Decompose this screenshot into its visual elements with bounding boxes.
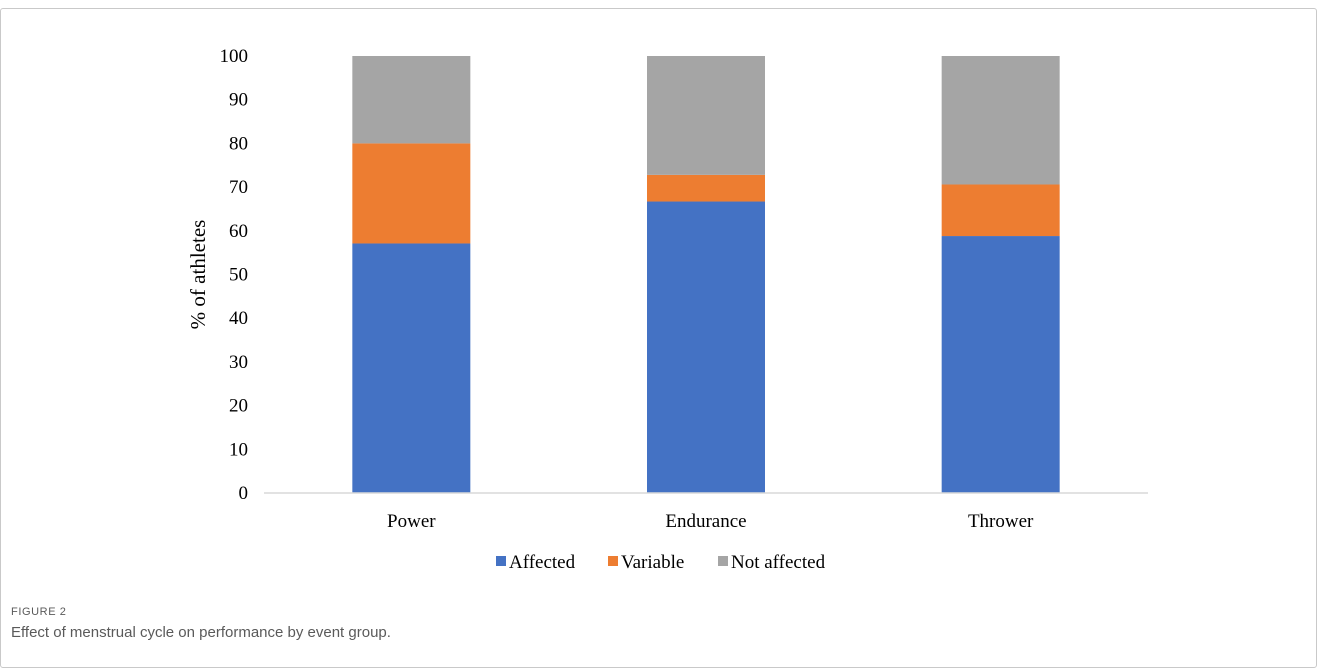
x-axis-category-labels: Power Endurance Thrower (387, 511, 1034, 532)
bar-segment-affected (647, 201, 765, 493)
bar-segment-affected (941, 236, 1060, 493)
chart-bars (352, 56, 1060, 493)
legend-label: Affected (509, 552, 576, 573)
figure-frame (0, 8, 1317, 668)
y-tick-label: 100 (220, 46, 249, 67)
bar-segment-variable (647, 174, 765, 202)
legend-swatch (718, 556, 728, 566)
bar-segment-affected (352, 243, 471, 493)
y-tick-label: 0 (239, 483, 249, 504)
bar-segment-variable (941, 184, 1060, 237)
y-tick-label: 30 (229, 352, 248, 373)
stacked-bar-chart: 0 10 20 30 40 50 60 70 80 90 100 Power Endurance Thr… (186, 46, 1148, 573)
x-category-label: Power (387, 511, 436, 532)
legend-label: Variable (621, 552, 684, 573)
legend-swatch (608, 556, 618, 566)
x-category-label: Endurance (665, 511, 746, 532)
legend: Affected Variable Not affected (496, 552, 826, 573)
bar-segment-variable (352, 143, 471, 244)
y-tick-label: 10 (229, 439, 248, 460)
y-tick-label: 50 (229, 265, 248, 286)
figure-caption: Effect of menstrual cycle on performance… (11, 624, 391, 641)
legend-label: Not affected (731, 552, 826, 573)
y-tick-label: 20 (229, 396, 248, 417)
y-tick-label: 40 (229, 308, 248, 329)
y-axis-title: % of athletes (186, 220, 210, 330)
bar-segment-not-affected (941, 56, 1060, 185)
x-category-label: Thrower (968, 511, 1034, 532)
y-tick-label: 70 (229, 177, 248, 198)
bar-segment-not-affected (647, 56, 765, 175)
y-axis-ticks: 0 10 20 30 40 50 60 70 80 90 100 (220, 46, 249, 504)
bar-segment-not-affected (352, 56, 471, 144)
y-tick-label: 90 (229, 90, 248, 111)
y-tick-label: 80 (229, 133, 248, 154)
legend-swatch (496, 556, 506, 566)
figure-label: FIGURE 2 (11, 606, 67, 618)
y-tick-label: 60 (229, 221, 248, 242)
